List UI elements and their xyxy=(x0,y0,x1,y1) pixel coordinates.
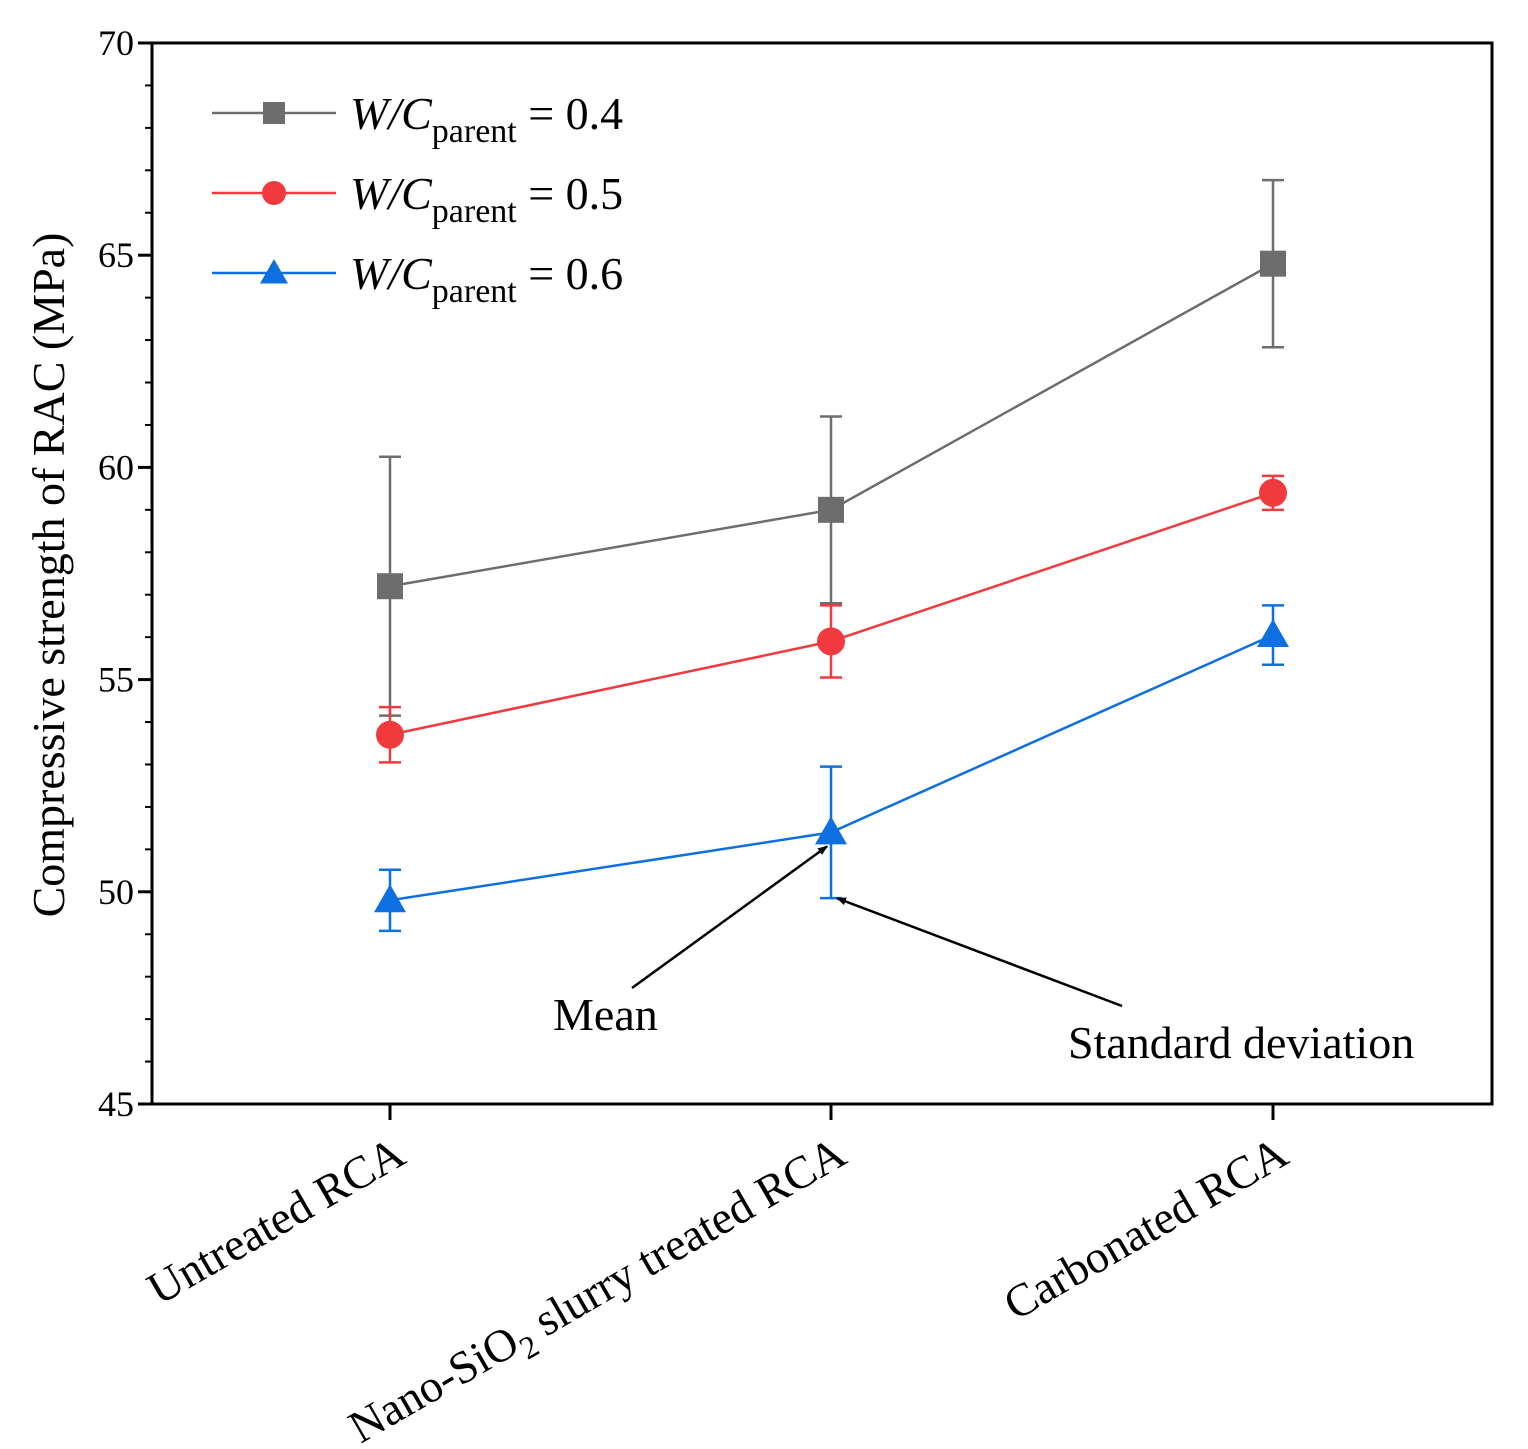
y-tick-label: 50 xyxy=(98,872,134,912)
mean-annotation: Mean xyxy=(553,845,828,1040)
mean-label: Mean xyxy=(553,989,658,1040)
annotations: Mean Standard deviation xyxy=(553,845,1414,1068)
x-tick-label: Nano-SiO2 slurry treated RCA xyxy=(340,1126,858,1449)
series-1 xyxy=(377,178,1286,717)
legend: W/Cparent = 0.4 W/Cparent = 0.5 W/Cparent … xyxy=(212,88,623,310)
legend-entry-1: W/Cparent = 0.4 xyxy=(212,88,623,150)
y-tick-label: 45 xyxy=(98,1084,134,1124)
std-label: Standard deviation xyxy=(1068,1017,1414,1068)
square-marker xyxy=(377,573,403,600)
plot-frame xyxy=(150,41,1494,1106)
square-marker xyxy=(1260,250,1286,277)
series-3 xyxy=(374,604,1289,933)
y-tick-label: 70 xyxy=(98,23,134,63)
y-tick-label: 60 xyxy=(98,447,134,487)
x-tick-label: Untreated RCA xyxy=(139,1126,413,1314)
legend-label: W/Cparent = 0.6 xyxy=(350,248,623,310)
circle-marker xyxy=(1259,478,1287,507)
square-marker xyxy=(818,496,844,523)
mean-arrow xyxy=(631,845,828,990)
legend-label: W/Cparent = 0.4 xyxy=(350,88,623,150)
y-tick-label: 55 xyxy=(98,660,134,700)
circle-marker xyxy=(262,181,286,205)
series-layer xyxy=(374,178,1289,933)
x-tick-label: Carbonated RCA xyxy=(995,1126,1296,1329)
circle-marker xyxy=(376,720,404,749)
legend-label: W/Cparent = 0.5 xyxy=(350,168,623,230)
y-axis-label: Compressive strength of RAC (MPa) xyxy=(23,233,74,918)
std-arrow xyxy=(836,896,1123,1008)
legend-entry-3: W/Cparent = 0.6 xyxy=(212,248,623,310)
triangle-marker xyxy=(1257,619,1289,648)
triangle-marker xyxy=(260,259,288,284)
y-tick-label: 65 xyxy=(98,235,134,275)
circle-marker xyxy=(817,627,845,656)
square-marker xyxy=(263,102,285,124)
std-annotation: Standard deviation xyxy=(836,896,1414,1068)
triangle-marker xyxy=(815,816,847,845)
series-2 xyxy=(376,474,1287,764)
legend-entry-2: W/Cparent = 0.5 xyxy=(212,168,623,230)
triangle-marker xyxy=(374,884,406,913)
